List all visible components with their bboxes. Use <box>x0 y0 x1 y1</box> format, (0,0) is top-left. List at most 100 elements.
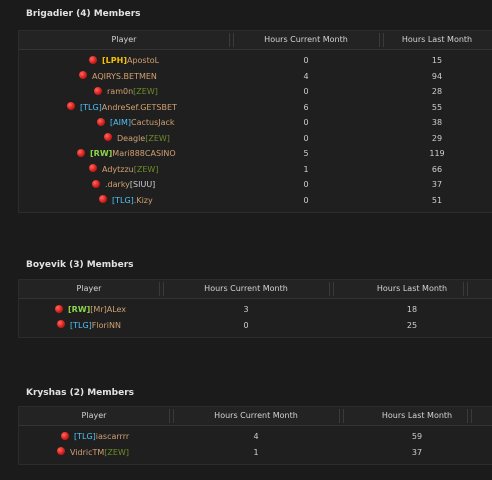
player-name-segment: [AIM] <box>110 118 131 127</box>
table-row[interactable]: [TLG]AndreSef.GETSBET 6 55 <box>19 100 492 116</box>
offline-status-icon <box>55 304 63 313</box>
table-body: [TLG]iascarrrr 4 59 VidricTM[ZEW] 1 37 <box>19 426 492 464</box>
player-name-segment: [TLG] <box>80 102 102 112</box>
hours-last-month-cell: 55 <box>431 102 443 112</box>
hours-last-month-cell: 38 <box>431 118 443 127</box>
hours-current-month-cell: 0 <box>243 320 249 330</box>
table-row[interactable]: .darky[SIUU] 0 37 <box>19 177 492 193</box>
player-name-segment: [TLG] <box>74 432 96 441</box>
column-resize-handle[interactable] <box>229 33 234 47</box>
player-name-segment: Deagle <box>117 133 146 143</box>
offline-status-icon <box>89 164 97 173</box>
group-title: Boyevik (3) Members <box>26 260 134 270</box>
members-table: Player Hours Current Month Hours Last Mont… <box>18 279 492 338</box>
table-row[interactable]: [LPH]ApostoL 0 15 <box>19 53 492 69</box>
player-name-cell[interactable]: Deagle[ZEW] <box>104 131 334 147</box>
hours-current-month-header[interactable]: Hours Current Month <box>214 411 298 420</box>
group-title: Brigadier (4) Members <box>26 9 141 19</box>
column-resize-handle[interactable] <box>339 409 344 423</box>
table-row[interactable]: [RW][Mr]ALex 3 18 <box>19 302 492 318</box>
hours-last-month-header[interactable]: Hours Last Month <box>401 35 473 44</box>
members-table: Player Hours Current Month Hours Last Mont… <box>18 406 492 465</box>
offline-status-icon <box>99 195 107 204</box>
player-name-cell[interactable]: [TLG]AndreSef.GETSBET <box>67 100 297 116</box>
table-row[interactable]: AQIRYS.BETMEN 4 94 <box>19 69 492 85</box>
table-header: Player Hours Current Month Hours Last Mont… <box>19 407 492 426</box>
hours-current-month-cell: 5 <box>303 149 309 158</box>
player-name-cell[interactable]: [RW][Mr]ALex <box>55 302 215 318</box>
player-name-segment: [ZEW] <box>133 164 159 174</box>
table-row[interactable]: [RW]Mari888CASINO 5 119 <box>19 146 492 162</box>
player-name-cell[interactable]: AQIRYS.BETMEN <box>79 69 309 85</box>
offline-status-icon <box>67 102 75 111</box>
player-column-header[interactable]: Player <box>76 284 102 293</box>
player-name-cell[interactable]: [TLG]iascarrrr <box>61 429 231 445</box>
player-name-segment: [TLG] <box>112 195 134 205</box>
hours-last-month-cell: 18 <box>406 305 418 314</box>
hours-current-month-header[interactable]: Hours Current Month <box>264 35 348 44</box>
player-name-segment: [TLG] <box>70 320 92 330</box>
hours-last-month-cell: 94 <box>431 71 443 81</box>
player-column-header[interactable]: Player <box>111 35 137 44</box>
hours-last-month-cell: 25 <box>406 320 418 330</box>
table-row[interactable]: ram0n[ZEW] 0 28 <box>19 84 492 100</box>
table-row[interactable]: Deagle[ZEW] 0 29 <box>19 131 492 147</box>
hours-current-month-cell: 4 <box>303 71 309 81</box>
table-row[interactable]: [TLG]FloriNN 0 25 <box>19 318 492 334</box>
hours-last-month-cell: 15 <box>431 56 443 65</box>
player-name-cell[interactable]: .darky[SIUU] <box>92 177 322 193</box>
player-name-cell[interactable]: [LPH]ApostoL <box>89 53 319 69</box>
player-name-segment: [Mr]ALex <box>90 305 127 314</box>
hours-current-month-cell: 0 <box>303 118 309 127</box>
table-body: [LPH]ApostoL 0 15 AQIRYS.BETMEN 4 94 ram0n[ZEW… <box>19 50 492 212</box>
player-name-segment: [RW] <box>68 305 91 314</box>
table-row[interactable]: [TLG]iascarrrr 4 59 <box>19 429 492 445</box>
player-name-segment: VidricTM <box>70 447 105 457</box>
hours-current-month-cell: 1 <box>303 164 309 174</box>
player-column-header[interactable]: Player <box>81 411 107 420</box>
player-name-cell[interactable]: Adytzzu[ZEW] <box>89 162 319 178</box>
player-name-cell[interactable]: [TLG].Kizy <box>99 193 329 209</box>
player-name-segment: .darky <box>105 180 130 189</box>
column-resize-handle[interactable] <box>463 282 468 296</box>
player-name-cell[interactable]: VidricTM[ZEW] <box>57 445 227 461</box>
table-row[interactable]: Adytzzu[ZEW] 1 66 <box>19 162 492 178</box>
player-name-cell[interactable]: ram0n[ZEW] <box>94 84 324 100</box>
table-row[interactable]: VidricTM[ZEW] 1 37 <box>19 445 492 461</box>
player-name-segment: Mari888CASINO <box>112 149 176 158</box>
table-row[interactable]: [TLG].Kizy 0 51 <box>19 193 492 209</box>
column-resize-handle[interactable] <box>329 282 334 296</box>
offline-status-icon <box>89 55 97 64</box>
offline-status-icon <box>61 431 69 440</box>
column-resize-handle[interactable] <box>467 409 472 423</box>
hours-last-month-cell: 51 <box>431 195 443 205</box>
hours-last-month-header[interactable]: Hours Last Month <box>376 284 448 293</box>
column-resize-handle[interactable] <box>379 33 384 47</box>
hours-current-month-cell: 0 <box>303 87 309 96</box>
hours-last-month-header[interactable]: Hours Last Month <box>381 411 453 420</box>
player-name-segment: [ZEW] <box>133 87 158 96</box>
player-name-segment: [LPH] <box>102 56 127 65</box>
player-name-cell[interactable]: [TLG]FloriNN <box>57 318 217 334</box>
hours-last-month-cell: 37 <box>411 447 423 457</box>
offline-status-icon <box>92 179 100 188</box>
player-name-segment: FloriNN <box>91 320 121 330</box>
offline-status-icon <box>79 71 87 80</box>
table-row[interactable]: [AIM]CactusJack 0 38 <box>19 115 492 131</box>
column-resize-handle[interactable] <box>169 409 174 423</box>
column-resize-handle[interactable] <box>159 282 164 296</box>
player-name-cell[interactable]: [RW]Mari888CASINO <box>77 146 307 162</box>
hours-current-month-header[interactable]: Hours Current Month <box>204 284 288 293</box>
player-name-segment: AQIRYS.BETMEN <box>92 71 157 81</box>
offline-status-icon <box>57 320 65 329</box>
hours-current-month-cell: 3 <box>243 305 249 314</box>
player-name-segment: iascarrrr <box>95 432 130 441</box>
table-header: Player Hours Current Month Hours Last Mont… <box>19 31 492 50</box>
hours-last-month-cell: 59 <box>411 432 423 441</box>
player-name-segment: .Kizy <box>133 195 153 205</box>
hours-current-month-cell: 0 <box>303 56 309 65</box>
hours-current-month-cell: 6 <box>303 102 309 112</box>
offline-status-icon <box>57 447 65 456</box>
group-title: Kryshas (2) Members <box>26 388 135 398</box>
player-name-cell[interactable]: [AIM]CactusJack <box>97 115 327 131</box>
